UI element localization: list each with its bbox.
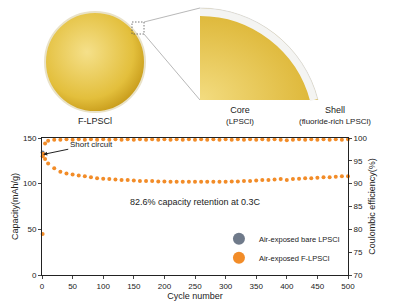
svg-text:450: 450 (311, 282, 325, 291)
svg-text:95: 95 (354, 157, 363, 166)
svg-text:Shell: Shell (325, 105, 345, 115)
svg-text:70: 70 (354, 271, 363, 280)
svg-text:500: 500 (341, 282, 355, 291)
svg-text:350: 350 (250, 282, 264, 291)
svg-text:0: 0 (32, 271, 37, 280)
svg-text:Core: Core (230, 105, 250, 115)
svg-text:82.6% capacity retention at 0.: 82.6% capacity retention at 0.3C (130, 197, 261, 207)
svg-text:(LPSCl): (LPSCl) (226, 117, 254, 126)
svg-text:Air-exposed F-LPSCl: Air-exposed F-LPSCl (259, 254, 330, 263)
svg-text:100: 100 (23, 179, 37, 188)
svg-text:150: 150 (127, 282, 141, 291)
svg-text:200: 200 (158, 282, 172, 291)
svg-text:Air-exposed bare LPSCl: Air-exposed bare LPSCl (259, 235, 340, 244)
svg-text:Cycle number: Cycle number (167, 291, 223, 301)
svg-text:Capacity(mAh/g): Capacity(mAh/g) (10, 173, 20, 240)
svg-text:400: 400 (280, 282, 294, 291)
svg-text:250: 250 (188, 282, 202, 291)
svg-text:80: 80 (354, 225, 363, 234)
svg-text:150: 150 (23, 134, 37, 143)
svg-text:F-LPSCl: F-LPSCl (78, 116, 112, 126)
svg-text:300: 300 (219, 282, 233, 291)
svg-text:0: 0 (40, 282, 45, 291)
svg-text:(fluoride-rich LPSCl): (fluoride-rich LPSCl) (299, 117, 371, 126)
svg-text:50: 50 (27, 225, 36, 234)
svg-text:85: 85 (354, 202, 363, 211)
svg-text:100: 100 (354, 134, 368, 143)
svg-text:50: 50 (68, 282, 77, 291)
svg-text:75: 75 (354, 248, 363, 257)
svg-text:Short circuit: Short circuit (70, 140, 113, 149)
svg-text:90: 90 (354, 179, 363, 188)
svg-text:Coulombic efficiency(%): Coulombic efficiency(%) (367, 158, 377, 254)
svg-text:100: 100 (97, 282, 111, 291)
